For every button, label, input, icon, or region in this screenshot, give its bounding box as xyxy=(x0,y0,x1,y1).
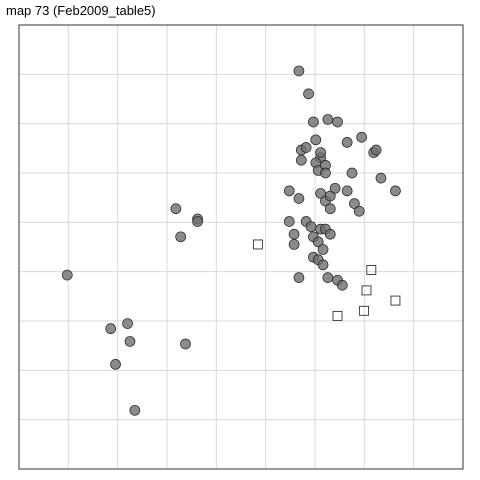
circle-point xyxy=(324,228,336,240)
circle-point xyxy=(324,190,336,202)
circle-point xyxy=(317,259,329,271)
circle-point xyxy=(283,185,295,197)
circle-point xyxy=(375,172,387,184)
circle-series xyxy=(61,65,401,416)
square-point xyxy=(332,310,343,321)
grid-lines xyxy=(19,25,463,469)
circle-point xyxy=(293,65,305,77)
circle-point xyxy=(315,147,326,158)
circle-point xyxy=(310,134,322,146)
circle-point xyxy=(349,198,360,209)
square-point xyxy=(366,265,377,275)
circle-point xyxy=(305,221,317,232)
circle-point xyxy=(341,185,353,197)
circle-point xyxy=(312,236,324,248)
circle-point xyxy=(288,239,300,250)
circle-point xyxy=(175,231,187,243)
circle-point xyxy=(170,203,182,215)
circle-point xyxy=(110,359,121,370)
circle-point xyxy=(192,216,203,227)
circle-point xyxy=(293,272,305,283)
circle-point xyxy=(370,144,382,156)
circle-point xyxy=(288,228,300,240)
circle-point xyxy=(300,142,312,153)
circle-point xyxy=(129,404,141,416)
circle-point xyxy=(390,185,401,197)
circle-point xyxy=(308,116,319,128)
circle-point xyxy=(122,318,133,329)
panel-border xyxy=(18,24,464,470)
square-point xyxy=(359,305,370,316)
circle-point xyxy=(317,244,329,255)
circle-point xyxy=(105,323,117,335)
circle-point xyxy=(303,88,314,100)
circle-point xyxy=(180,338,191,350)
square-point xyxy=(361,285,372,296)
square-point xyxy=(252,239,263,250)
circle-point xyxy=(295,154,307,166)
square-point xyxy=(390,295,401,306)
circle-point xyxy=(356,131,368,143)
circle-point xyxy=(61,269,73,281)
circle-point xyxy=(283,216,295,227)
circle-point xyxy=(293,193,305,204)
circle-point xyxy=(322,272,334,283)
circle-point xyxy=(320,167,331,179)
circle-point xyxy=(353,205,365,217)
circle-point xyxy=(336,279,348,291)
chart-title: map 73 (Feb2009_table5) xyxy=(6,3,156,18)
circle-point xyxy=(324,203,336,215)
square-series xyxy=(252,239,401,321)
circle-point xyxy=(332,116,343,128)
circle-point xyxy=(341,137,353,148)
circle-point xyxy=(124,336,136,347)
circle-point xyxy=(346,167,358,179)
circle-point xyxy=(322,114,334,125)
circle-point xyxy=(329,182,341,194)
